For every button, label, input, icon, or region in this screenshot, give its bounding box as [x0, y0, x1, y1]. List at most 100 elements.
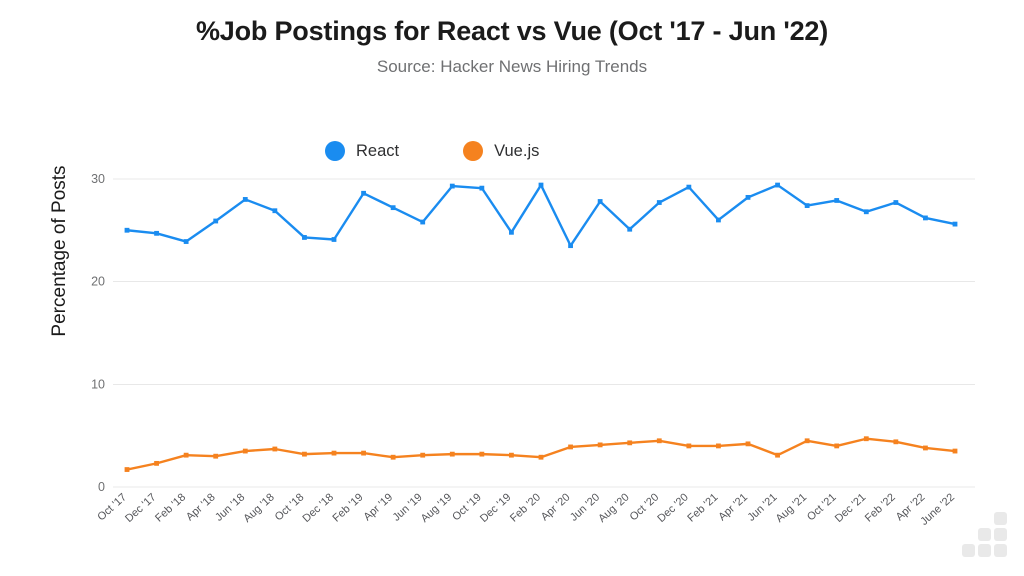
x-tick-label: Aug '19 — [419, 491, 455, 525]
data-point[interactable] — [923, 445, 928, 451]
data-point[interactable] — [213, 218, 219, 224]
gridlines — [113, 178, 975, 488]
data-point[interactable] — [331, 450, 337, 456]
data-point[interactable] — [863, 209, 869, 215]
data-point[interactable] — [834, 443, 840, 449]
x-tick-label: Dec '21 — [833, 491, 868, 525]
data-point[interactable] — [656, 438, 662, 444]
x-tick-label: Apr '21 — [716, 491, 750, 523]
data-point[interactable] — [272, 446, 278, 452]
data-point[interactable] — [597, 442, 603, 448]
data-point[interactable] — [923, 215, 928, 221]
data-point[interactable] — [479, 185, 485, 191]
x-tick-label: Feb '18 — [153, 491, 188, 524]
x-tick-label: Oct '19 — [450, 491, 484, 523]
data-point[interactable] — [863, 436, 869, 442]
chart-title: %Job Postings for React vs Vue (Oct '17 … — [195, 16, 828, 46]
data-point[interactable] — [124, 227, 130, 233]
x-tick-label: Oct '20 — [628, 491, 662, 523]
y-axis-tick-labels: 0 10 20 30 — [91, 172, 105, 494]
data-point[interactable] — [183, 452, 189, 458]
data-point[interactable] — [686, 443, 692, 449]
x-tick-label: Jun '20 — [568, 491, 602, 523]
y-tick-label: 0 — [98, 480, 105, 494]
data-point[interactable] — [242, 197, 248, 202]
data-point[interactable] — [538, 182, 544, 188]
data-point[interactable] — [745, 441, 751, 447]
x-tick-label: Feb '19 — [331, 491, 366, 524]
data-point[interactable] — [361, 450, 366, 456]
data-point[interactable] — [568, 444, 573, 450]
data-point[interactable] — [390, 205, 396, 211]
x-tick-label: Apr '19 — [361, 491, 395, 523]
x-tick-label: Apr '20 — [539, 491, 573, 523]
data-point[interactable] — [390, 454, 396, 460]
x-tick-label: Jun '18 — [213, 491, 247, 523]
data-point[interactable] — [154, 460, 159, 466]
data-point[interactable] — [716, 217, 721, 223]
x-tick-label: Aug '20 — [596, 491, 632, 525]
x-tick-label: Dec '20 — [655, 491, 690, 525]
data-point[interactable] — [420, 219, 426, 225]
data-point[interactable] — [479, 451, 485, 457]
data-point[interactable] — [449, 451, 455, 457]
data-point[interactable] — [242, 448, 248, 454]
y-tick-label: 10 — [91, 377, 105, 391]
legend-swatch-vuejs — [463, 141, 484, 161]
x-tick-label: Oct '21 — [805, 491, 839, 523]
data-point[interactable] — [509, 452, 514, 458]
data-point[interactable] — [716, 443, 721, 449]
series-line-react — [125, 183, 957, 247]
data-point[interactable] — [597, 199, 603, 204]
data-point[interactable] — [686, 184, 692, 190]
data-point[interactable] — [449, 183, 455, 189]
x-tick-label: Jun '19 — [391, 491, 425, 523]
data-point[interactable] — [834, 198, 840, 203]
x-tick-label: Oct '18 — [273, 491, 307, 523]
data-point[interactable] — [952, 221, 958, 227]
data-point[interactable] — [420, 452, 426, 458]
data-point[interactable] — [124, 467, 130, 472]
x-tick-label: Jun '21 — [745, 491, 779, 523]
data-point[interactable] — [952, 448, 958, 454]
x-tick-label: Aug '21 — [774, 491, 810, 525]
data-point[interactable] — [538, 454, 544, 460]
data-point[interactable] — [213, 453, 219, 459]
data-point[interactable] — [775, 182, 780, 188]
data-point[interactable] — [775, 452, 780, 458]
x-tick-label: Feb '20 — [508, 491, 543, 524]
data-point[interactable] — [893, 439, 899, 445]
data-point[interactable] — [509, 229, 514, 235]
data-point[interactable] — [656, 200, 662, 205]
data-point[interactable] — [627, 440, 633, 446]
data-series — [124, 182, 958, 472]
data-point[interactable] — [361, 190, 366, 196]
data-point[interactable] — [627, 226, 633, 232]
legend-item-react[interactable]: React — [325, 141, 399, 161]
bar-chart-logo-icon — [962, 512, 1008, 562]
x-tick-label: Aug '18 — [241, 491, 277, 525]
y-tick-label: 20 — [91, 275, 105, 289]
x-tick-label: Feb '22 — [863, 491, 898, 524]
x-tick-label: Dec '17 — [123, 491, 158, 525]
x-tick-label: Dec '18 — [301, 491, 336, 525]
data-point[interactable] — [804, 438, 810, 444]
legend-item-vuejs[interactable]: Vue.js — [463, 141, 539, 161]
x-tick-label: Apr '18 — [184, 491, 218, 523]
y-tick-label: 30 — [91, 172, 105, 186]
data-point[interactable] — [745, 194, 751, 200]
data-point[interactable] — [893, 200, 899, 205]
data-point[interactable] — [302, 451, 307, 457]
data-point[interactable] — [154, 230, 159, 236]
data-point[interactable] — [183, 239, 189, 244]
data-point[interactable] — [331, 237, 337, 242]
legend-label-react: React — [356, 141, 400, 160]
data-point[interactable] — [272, 208, 278, 214]
data-point[interactable] — [804, 203, 810, 209]
data-point[interactable] — [302, 235, 307, 240]
data-point[interactable] — [568, 243, 573, 249]
chart-legend: React Vue.js — [325, 141, 539, 161]
